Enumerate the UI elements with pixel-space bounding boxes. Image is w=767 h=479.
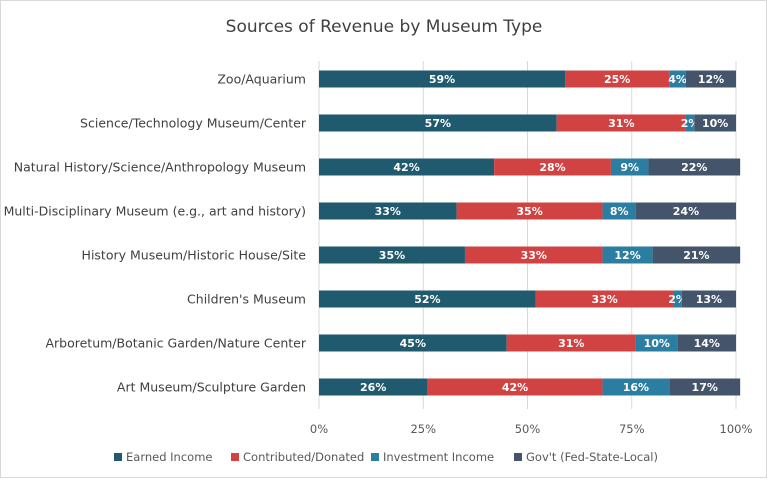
- data-label: 31%: [608, 117, 634, 130]
- bar-segment: [681, 290, 736, 308]
- data-label: 35%: [516, 205, 542, 218]
- bar-segment: [602, 378, 670, 396]
- bar-segment: [464, 246, 603, 264]
- data-label: 26%: [360, 381, 386, 394]
- data-label: 10%: [644, 337, 670, 350]
- bar-segment: [673, 290, 682, 308]
- category-label: Multi-Disciplinary Museum (e.g., art and…: [4, 204, 306, 219]
- data-label: 16%: [623, 381, 649, 394]
- legend-swatch: [114, 453, 122, 461]
- bar-segment: [319, 378, 428, 396]
- category-label: History Museum/Historic House/Site: [82, 248, 307, 263]
- x-tick-label: 75%: [619, 422, 645, 436]
- data-label: 9%: [620, 161, 639, 174]
- bar-segment: [669, 378, 741, 396]
- bar-segment: [319, 202, 457, 220]
- category-label: Children's Museum: [187, 292, 306, 307]
- bar-segment: [456, 202, 603, 220]
- bar-segment: [685, 70, 736, 88]
- category-label: Science/Technology Museum/Center: [80, 116, 307, 131]
- x-tick-label: 25%: [410, 422, 436, 436]
- bar-segment: [669, 70, 686, 88]
- data-label: 10%: [702, 117, 728, 130]
- bar-segment: [635, 334, 678, 352]
- bar-segment: [319, 158, 495, 176]
- data-label: 42%: [502, 381, 528, 394]
- data-label: 12%: [614, 249, 640, 262]
- bar-segment: [677, 334, 736, 352]
- data-label: 25%: [604, 73, 630, 86]
- data-label: 33%: [375, 205, 401, 218]
- bar-segment: [319, 114, 557, 132]
- data-label: 24%: [673, 205, 699, 218]
- data-label: 57%: [425, 117, 451, 130]
- data-label: 22%: [681, 161, 707, 174]
- x-tick-label: 100%: [720, 422, 753, 436]
- data-label: 45%: [400, 337, 426, 350]
- bar-segment: [494, 158, 611, 176]
- legend-swatch: [514, 453, 522, 461]
- data-label: 4%: [668, 73, 687, 86]
- legend-swatch: [371, 453, 379, 461]
- data-label: 21%: [683, 249, 709, 262]
- category-label: Art Museum/Sculpture Garden: [117, 380, 306, 395]
- bar-segment: [648, 158, 741, 176]
- bar-segment: [565, 70, 670, 88]
- chart-title: Sources of Revenue by Museum Type: [226, 17, 543, 37]
- data-label: 59%: [429, 73, 455, 86]
- data-label: 52%: [414, 293, 440, 306]
- category-label: Natural History/Science/Anthropology Mus…: [14, 160, 306, 175]
- bar-segment: [319, 334, 507, 352]
- data-label: 14%: [694, 337, 720, 350]
- bar-segment: [635, 202, 736, 220]
- bar-segment: [685, 114, 695, 132]
- bar-segment: [602, 246, 653, 264]
- x-tick-label: 50%: [515, 422, 541, 436]
- bar-segment: [319, 246, 465, 264]
- data-label: 33%: [591, 293, 617, 306]
- data-label: 33%: [521, 249, 547, 262]
- data-label: 13%: [696, 293, 722, 306]
- bar-segment: [602, 202, 636, 220]
- bar-segment: [427, 378, 603, 396]
- bar-segment: [694, 114, 736, 132]
- bar-segment: [506, 334, 636, 352]
- bar-segment: [556, 114, 686, 132]
- data-label: 8%: [610, 205, 629, 218]
- data-label: 12%: [698, 73, 724, 86]
- data-label: 31%: [558, 337, 584, 350]
- legend-label: Earned Income: [126, 450, 212, 464]
- bar-segment: [535, 290, 674, 308]
- bar-segment: [319, 70, 566, 88]
- data-label: 17%: [692, 381, 718, 394]
- legend-label: Investment Income: [383, 450, 494, 464]
- data-label: 42%: [393, 161, 419, 174]
- legend-label: Gov't (Fed-State-Local): [526, 450, 658, 464]
- data-label: 35%: [379, 249, 405, 262]
- category-label: Arboretum/Botanic Garden/Nature Center: [45, 336, 306, 351]
- bar-segment: [319, 290, 536, 308]
- legend-swatch: [231, 453, 239, 461]
- bar-segment: [610, 158, 649, 176]
- legend-label: Contributed/Donated: [243, 450, 364, 464]
- bar-segment: [652, 246, 741, 264]
- category-label: Zoo/Aquarium: [217, 72, 306, 87]
- x-tick-label: 0%: [310, 422, 328, 436]
- data-label: 28%: [539, 161, 565, 174]
